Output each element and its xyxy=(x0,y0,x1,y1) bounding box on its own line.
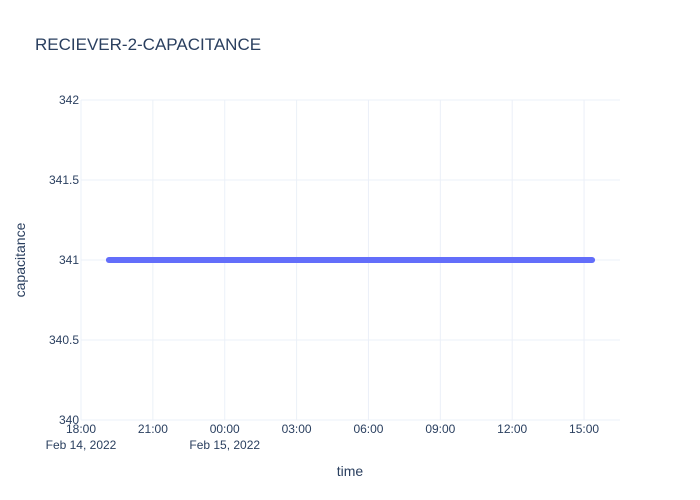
x-tick-label: 00:00 xyxy=(210,422,240,436)
x-tick-label: 06:00 xyxy=(353,422,383,436)
x-axis-ticks: 18:00 Feb 14, 2022 21:00 00:00 Feb 15, 2022 0… xyxy=(46,422,600,452)
y-axis-title: capacitance xyxy=(12,222,28,297)
x-tick-label: 15:00 xyxy=(569,422,599,436)
x-tick-label: 03:00 xyxy=(282,422,312,436)
y-axis-ticks: 340 340.5 341 341.5 342 xyxy=(49,93,79,427)
x-tick-label: 21:00 xyxy=(138,422,168,436)
y-tick-label: 340 xyxy=(59,413,79,427)
x-axis-title: time xyxy=(337,463,364,479)
x-tick-label: 18:00 xyxy=(66,422,96,436)
y-tick-label: 341.5 xyxy=(49,173,79,187)
y-tick-label: 340.5 xyxy=(49,333,79,347)
x-date-label: Feb 14, 2022 xyxy=(46,438,117,452)
y-tick-label: 341 xyxy=(59,253,79,267)
chart-title: RECIEVER-2-CAPACITANCE xyxy=(35,35,261,54)
x-date-label: Feb 15, 2022 xyxy=(189,438,260,452)
y-tick-label: 342 xyxy=(59,93,79,107)
x-tick-label: 09:00 xyxy=(425,422,455,436)
x-tick-label: 12:00 xyxy=(497,422,527,436)
